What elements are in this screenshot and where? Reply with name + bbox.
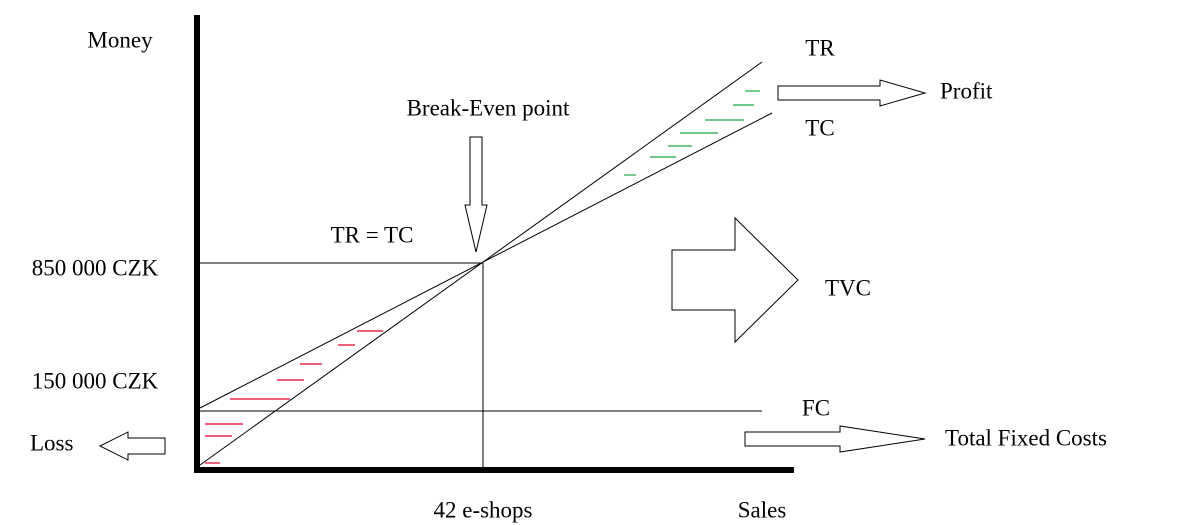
equality-label: TR = TC: [331, 222, 414, 247]
x-axis-label: Sales: [738, 497, 787, 522]
y-axis-label: Money: [87, 27, 153, 52]
tc-label: TC: [805, 115, 834, 140]
fc-label: FC: [802, 395, 830, 420]
break-even-sales-label: 42 e-shops: [433, 497, 532, 522]
profit-hatching: [624, 90, 760, 176]
break-even-label: Break-Even point: [407, 95, 570, 120]
tvc-label: TVC: [825, 275, 871, 300]
break-even-money-label: 850 000 CZK: [32, 255, 159, 280]
tc-line: [199, 112, 773, 409]
fixed-costs-arrow: [744, 425, 926, 453]
tr-label: TR: [805, 35, 835, 60]
loss-label: Loss: [30, 430, 74, 455]
fixed-costs-money-label: 150 000 CZK: [32, 368, 159, 393]
total-fixed-costs-label: Total Fixed Costs: [945, 425, 1107, 450]
loss-hatching: [205, 330, 383, 464]
tvc-arrow: [671, 216, 799, 344]
profit-arrow: [777, 79, 927, 107]
loss-arrow: [98, 431, 166, 461]
profit-label: Profit: [940, 78, 993, 103]
break-even-arrow: [464, 136, 488, 253]
